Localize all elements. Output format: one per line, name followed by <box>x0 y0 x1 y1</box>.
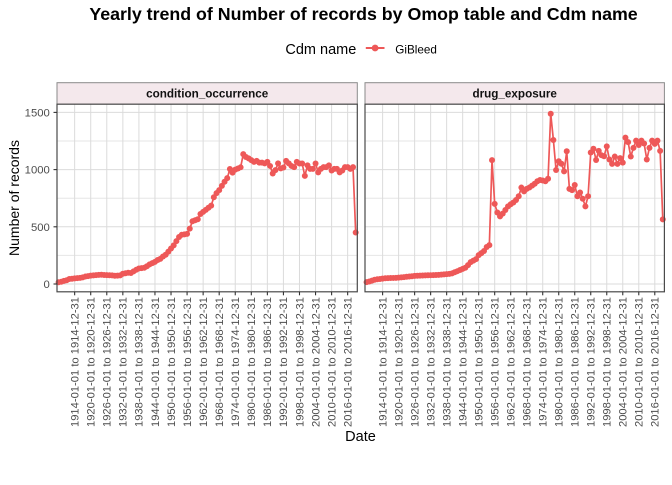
svg-text:1962-01-01 to 1962-12-31: 1962-01-01 to 1962-12-31 <box>198 297 210 427</box>
svg-text:0: 0 <box>44 279 50 291</box>
svg-text:1950-01-01 to 1950-12-31: 1950-01-01 to 1950-12-31 <box>166 297 178 427</box>
svg-text:1914-01-01 to 1914-12-31: 1914-01-01 to 1914-12-31 <box>69 297 81 427</box>
svg-text:1920-01-01 to 1920-12-31: 1920-01-01 to 1920-12-31 <box>393 297 405 427</box>
svg-text:2010-01-01 to 2010-12-31: 2010-01-01 to 2010-12-31 <box>326 297 338 427</box>
svg-text:1932-01-01 to 1932-12-31: 1932-01-01 to 1932-12-31 <box>425 297 437 427</box>
svg-text:1992-01-01 to 1992-12-31: 1992-01-01 to 1992-12-31 <box>586 297 598 427</box>
svg-text:GiBleed: GiBleed <box>395 43 437 56</box>
svg-text:1926-01-01 to 1926-12-31: 1926-01-01 to 1926-12-31 <box>102 297 114 427</box>
svg-text:1980-01-01 to 1980-12-31: 1980-01-01 to 1980-12-31 <box>246 297 258 427</box>
svg-text:2010-01-01 to 2010-12-31: 2010-01-01 to 2010-12-31 <box>634 297 646 427</box>
svg-text:1944-01-01 to 1944-12-31: 1944-01-01 to 1944-12-31 <box>457 297 469 427</box>
svg-text:1950-01-01 to 1950-12-31: 1950-01-01 to 1950-12-31 <box>473 297 485 427</box>
svg-text:Number of records: Number of records <box>6 140 22 256</box>
svg-text:1968-01-01 to 1968-12-31: 1968-01-01 to 1968-12-31 <box>522 297 534 427</box>
svg-text:Cdm name: Cdm name <box>285 42 356 58</box>
svg-text:2016-01-01 to 2016-12-31: 2016-01-01 to 2016-12-31 <box>342 297 354 427</box>
svg-text:1986-01-01 to 1986-12-31: 1986-01-01 to 1986-12-31 <box>262 297 274 427</box>
svg-text:2004-01-01 to 2004-12-31: 2004-01-01 to 2004-12-31 <box>310 297 322 427</box>
svg-text:500: 500 <box>31 222 50 234</box>
svg-text:Date: Date <box>345 429 376 445</box>
svg-text:1914-01-01 to 1914-12-31: 1914-01-01 to 1914-12-31 <box>377 297 389 427</box>
svg-text:1932-01-01 to 1932-12-31: 1932-01-01 to 1932-12-31 <box>118 297 130 427</box>
svg-text:1974-01-01 to 1974-12-31: 1974-01-01 to 1974-12-31 <box>538 297 550 427</box>
svg-text:1998-01-01 to 1998-12-31: 1998-01-01 to 1998-12-31 <box>294 297 306 427</box>
svg-text:1956-01-01 to 1956-12-31: 1956-01-01 to 1956-12-31 <box>489 297 501 427</box>
svg-text:1962-01-01 to 1962-12-31: 1962-01-01 to 1962-12-31 <box>506 297 518 427</box>
svg-text:1938-01-01 to 1938-12-31: 1938-01-01 to 1938-12-31 <box>441 297 453 427</box>
svg-text:1956-01-01 to 1956-12-31: 1956-01-01 to 1956-12-31 <box>182 297 194 427</box>
svg-text:1992-01-01 to 1992-12-31: 1992-01-01 to 1992-12-31 <box>278 297 290 427</box>
svg-text:1974-01-01 to 1974-12-31: 1974-01-01 to 1974-12-31 <box>230 297 242 427</box>
svg-text:1920-01-01 to 1920-12-31: 1920-01-01 to 1920-12-31 <box>86 297 98 427</box>
svg-text:1980-01-01 to 1980-12-31: 1980-01-01 to 1980-12-31 <box>554 297 566 427</box>
svg-text:1998-01-01 to 1998-12-31: 1998-01-01 to 1998-12-31 <box>602 297 614 427</box>
svg-text:1986-01-01 to 1986-12-31: 1986-01-01 to 1986-12-31 <box>570 297 582 427</box>
svg-text:1926-01-01 to 1926-12-31: 1926-01-01 to 1926-12-31 <box>409 297 421 427</box>
svg-text:Yearly trend of Number of reco: Yearly trend of Number of records by Omo… <box>89 4 637 24</box>
svg-text:2016-01-01 to 2016-12-31: 2016-01-01 to 2016-12-31 <box>650 297 662 427</box>
svg-text:drug_exposure: drug_exposure <box>472 88 557 101</box>
svg-text:condition_occurrence: condition_occurrence <box>146 88 269 101</box>
svg-text:1500: 1500 <box>25 107 50 119</box>
svg-text:1968-01-01 to 1968-12-31: 1968-01-01 to 1968-12-31 <box>214 297 226 427</box>
svg-text:1944-01-01 to 1944-12-31: 1944-01-01 to 1944-12-31 <box>150 297 162 427</box>
svg-text:1938-01-01 to 1938-12-31: 1938-01-01 to 1938-12-31 <box>134 297 146 427</box>
svg-text:2004-01-01 to 2004-12-31: 2004-01-01 to 2004-12-31 <box>618 297 630 427</box>
svg-text:1000: 1000 <box>25 165 50 177</box>
